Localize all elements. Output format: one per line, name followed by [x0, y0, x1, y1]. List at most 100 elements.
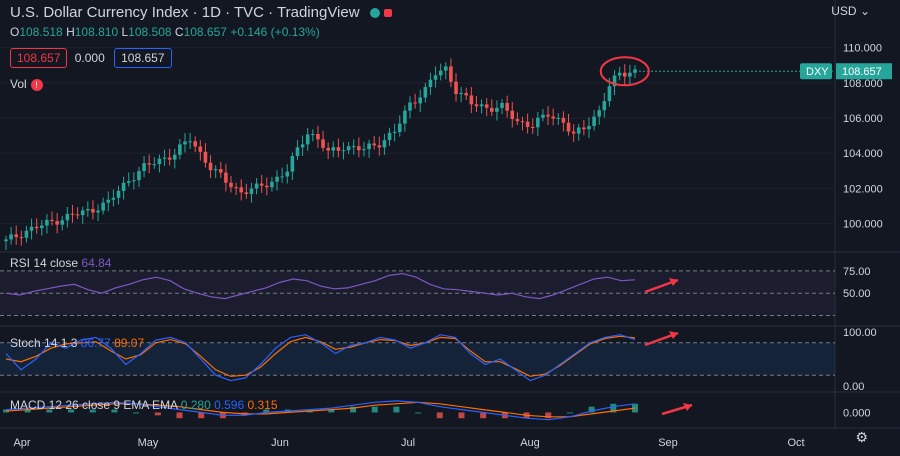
candle-body: [86, 209, 90, 211]
x-tick-label: Sep: [658, 437, 678, 449]
macd-legend: MACD 12 26 close 9 EMA EMA 0.280 0.596 0…: [10, 398, 278, 412]
candle-body: [244, 192, 249, 194]
candle-body: [91, 209, 95, 213]
candle-body: [418, 97, 423, 104]
candle-body: [198, 146, 203, 152]
candle-body: [500, 102, 504, 108]
candle-body: [495, 107, 499, 112]
candle-body: [259, 183, 264, 186]
candle-body: [300, 144, 305, 148]
ohlc-legend: O108.518 H108.810 L108.508 C108.657 +0.1…: [10, 25, 320, 39]
candle-body: [607, 86, 612, 102]
candle-body: [541, 114, 545, 118]
sell-price-button[interactable]: 108.657: [10, 48, 68, 68]
candle-body: [4, 239, 8, 242]
candle-body: [423, 87, 428, 98]
buy-price-button[interactable]: 108.657: [114, 48, 172, 68]
macd-histogram-bar: [458, 412, 465, 419]
candle-body: [50, 219, 54, 222]
stoch-d-line: [5, 335, 636, 377]
candle-body: [167, 157, 172, 160]
candle-body: [75, 214, 80, 216]
candle-body: [546, 114, 550, 117]
candle-body: [157, 158, 162, 165]
candle-body: [270, 181, 274, 188]
candle-body: [132, 180, 136, 182]
candle-body: [19, 237, 24, 239]
macd-histogram-bar: [393, 406, 400, 413]
x-tick-label: Apr: [13, 437, 30, 449]
candle-body: [121, 182, 126, 191]
stop-icon[interactable]: [383, 9, 392, 18]
candle-body: [438, 70, 443, 76]
stoch-tick-label: 100.00: [843, 327, 877, 339]
candle-body: [55, 221, 59, 225]
candle-body: [351, 146, 356, 148]
candle-body: [137, 171, 141, 181]
macd-histogram-bar: [371, 406, 378, 413]
stoch-tick-label: 0.00: [843, 381, 864, 393]
warning-icon[interactable]: !: [30, 78, 43, 91]
symbol-tag: [800, 63, 832, 80]
candle-body: [397, 123, 402, 132]
candle-body: [295, 147, 300, 156]
candle-body: [587, 126, 591, 130]
candle-body: [515, 119, 520, 122]
macd-histogram-bar: [46, 409, 53, 413]
candle-body: [162, 157, 167, 159]
annotation-arrowhead: [683, 403, 692, 411]
macd-histogram-bar: [263, 409, 270, 413]
stoch-k-value: 86.77: [80, 336, 111, 350]
candle-body: [428, 79, 433, 88]
currency-selector[interactable]: USD ⌄: [831, 4, 870, 18]
candle-body: [316, 133, 320, 140]
candle-body: [326, 147, 330, 151]
candle-body: [403, 110, 407, 124]
candle-body: [464, 93, 469, 96]
rsi-tick-label: 50.00: [843, 288, 871, 300]
candle-body: [208, 162, 213, 171]
candle-body: [224, 172, 228, 183]
candle-body: [65, 213, 70, 221]
settings-gear-icon[interactable]: ⚙: [855, 429, 868, 445]
candle-body: [265, 185, 269, 188]
order-boxes: 108.657 0.000 108.657: [10, 48, 176, 68]
last-price-tag: [836, 63, 892, 80]
candle-body: [213, 169, 218, 171]
y-tick-label: 106.000: [843, 113, 883, 125]
rsi-line: [5, 272, 636, 300]
annotation-arrowhead: [669, 278, 678, 286]
candle-body: [556, 117, 561, 119]
candle-body: [536, 117, 540, 128]
candle-body: [571, 131, 576, 134]
x-tick-label: Jul: [401, 437, 415, 449]
candle-body: [152, 164, 157, 166]
candle-body: [14, 234, 19, 238]
candle-body: [193, 141, 198, 147]
instrument-title: U.S. Dollar Currency Index · 1D · TVC · …: [10, 4, 360, 21]
macd-histogram-bar: [350, 406, 357, 413]
candle-body: [372, 143, 376, 146]
candle-body: [239, 187, 244, 193]
change-value: +0.146 (+0.13%): [230, 25, 320, 39]
macd-histogram-bar: [328, 409, 335, 413]
candle-body: [60, 220, 65, 225]
candle-body: [285, 171, 290, 177]
macd-histogram-bar: [545, 412, 552, 419]
candle-body: [188, 141, 192, 143]
candle-body: [234, 187, 238, 189]
candle-body: [29, 226, 34, 231]
candle-body: [433, 75, 438, 80]
candle-body: [311, 133, 315, 135]
macd-signal-value: 0.315: [247, 398, 278, 412]
stoch-k-line: [5, 334, 636, 382]
candle-body: [510, 110, 515, 120]
spread-value: 0.000: [74, 51, 105, 65]
candle-body: [341, 150, 346, 152]
macd-histogram-bar: [436, 412, 443, 419]
candle-body: [336, 147, 341, 151]
candle-body: [617, 72, 622, 76]
candle-body: [566, 122, 571, 132]
candle-body: [101, 202, 105, 211]
